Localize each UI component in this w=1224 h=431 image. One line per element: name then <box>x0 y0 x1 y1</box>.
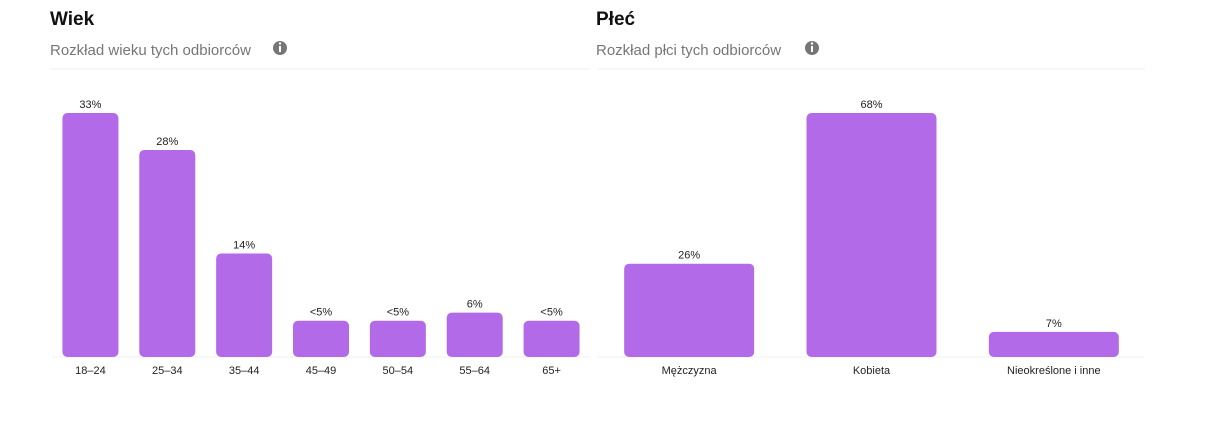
value-label: 28% <box>156 136 178 148</box>
category-label: 50–54 <box>383 365 414 377</box>
value-label: 68% <box>860 99 882 111</box>
bar <box>293 320 349 357</box>
bar <box>523 320 580 357</box>
bar <box>988 331 1119 357</box>
bar <box>62 113 119 357</box>
category-label: Kobieta <box>853 365 891 377</box>
category-label: 65+ <box>542 365 561 377</box>
chart-subtitle: Rozkład wieku tych odbiorców <box>50 42 251 59</box>
value-label: 26% <box>678 250 700 262</box>
bar <box>806 113 937 357</box>
category-label: Mężczyzna <box>662 365 718 377</box>
info-icon[interactable] <box>273 41 287 55</box>
bar <box>139 149 196 357</box>
value-label: <5% <box>540 307 563 319</box>
category-label: 35–44 <box>229 365 260 377</box>
info-icon[interactable] <box>805 41 819 55</box>
bar <box>446 312 503 357</box>
category-label: 18–24 <box>75 365 106 377</box>
bar <box>369 320 426 357</box>
category-label: Nieokreślone i inne <box>1007 365 1101 377</box>
value-label: 6% <box>467 299 483 311</box>
value-label: 14% <box>233 239 255 251</box>
value-label: <5% <box>387 307 410 319</box>
value-label: 33% <box>79 99 101 111</box>
chart-title: Płeć <box>596 9 636 30</box>
value-label: <5% <box>310 307 333 319</box>
category-label: 25–34 <box>152 365 183 377</box>
category-label: 45–49 <box>306 365 337 377</box>
bar <box>216 253 273 357</box>
chart-subtitle: Rozkład płci tych odbiorców <box>596 42 781 59</box>
chart-title: Wiek <box>50 9 95 30</box>
value-label: 7% <box>1046 318 1062 330</box>
bar <box>624 263 755 357</box>
category-label: 55–64 <box>459 365 490 377</box>
